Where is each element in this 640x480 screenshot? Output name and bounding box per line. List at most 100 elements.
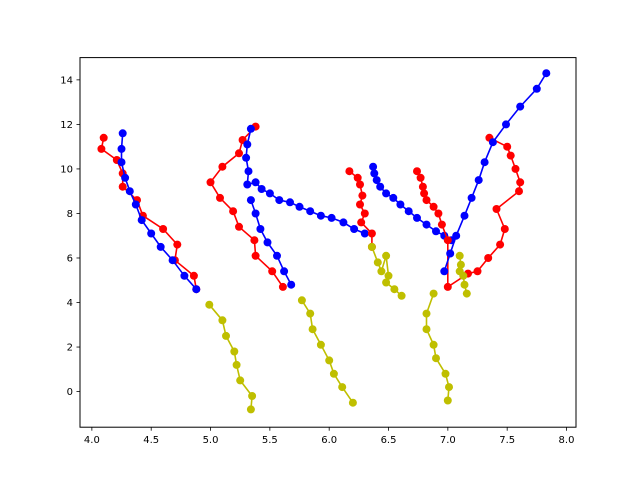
series-13-point-1 (422, 309, 431, 318)
series-11-point-8 (502, 120, 510, 129)
series-4-point-14 (339, 218, 348, 227)
series-10-point-13 (496, 240, 505, 249)
series-3-point-7 (235, 222, 243, 231)
x-tick-label: 5.0 (203, 435, 219, 446)
series-12-point-5 (462, 289, 471, 298)
series-10-point-3 (420, 189, 429, 198)
series-4-point-2 (242, 153, 251, 162)
series-10-point-5 (429, 202, 438, 211)
series-3-point-8 (250, 236, 259, 245)
series-2-point-4 (232, 360, 241, 369)
series-9-point-4 (384, 271, 393, 280)
series-1-point-7 (147, 229, 156, 238)
series-11-point-3 (460, 211, 469, 220)
series-0-point-0 (99, 133, 108, 142)
series-10-point-15 (492, 205, 501, 213)
series-5-point-6 (287, 280, 296, 289)
y-tick-label: 4 (67, 298, 73, 309)
series-10-point-8 (443, 236, 452, 245)
series-10-point-18 (511, 164, 520, 173)
series-7-point-7 (367, 229, 376, 238)
series-4-point-7 (265, 189, 274, 198)
series-9 (367, 242, 406, 300)
series-1-point-2 (117, 158, 126, 167)
series-7-point-0 (345, 167, 354, 176)
series-9-point-0 (367, 242, 376, 251)
x-axis: 4.0 4.5 5.0 5.5 6.0 6.5 7.0 7.5 8.0 (84, 427, 574, 446)
series-6-point-3 (316, 340, 325, 349)
series-11-point-10 (532, 84, 541, 93)
series-4-point-3 (244, 167, 253, 176)
series-9-point-3 (382, 251, 391, 260)
series-3-point-10 (268, 267, 277, 276)
series-3-point-2 (235, 149, 243, 158)
series-10-point-11 (473, 267, 482, 276)
series-1 (117, 129, 201, 294)
series-11-line (443, 72, 547, 272)
series-6-point-5 (329, 369, 338, 378)
series-12-point-0 (455, 251, 464, 260)
series-13-point-2 (422, 325, 431, 334)
series-3-point-5 (216, 193, 224, 202)
series-13 (422, 289, 453, 405)
series-11-point-4 (467, 193, 476, 202)
y-tick-label: 12 (60, 120, 73, 131)
series-4-point-12 (316, 211, 325, 220)
series-13-point-3 (429, 340, 438, 349)
series-7-point-6 (357, 218, 366, 227)
series-3-point-9 (251, 251, 260, 260)
series-7-point-3 (358, 191, 367, 200)
series-7-point-4 (356, 200, 364, 209)
series-0-point-10 (189, 271, 198, 280)
series-4-point-6 (257, 185, 266, 193)
series-4-point-0 (246, 124, 255, 133)
series-3-point-11 (278, 282, 287, 291)
series-1-point-8 (156, 242, 165, 251)
series-5-point-2 (256, 225, 265, 233)
x-tick-label: 7.0 (440, 435, 456, 446)
series-6-point-4 (325, 356, 334, 365)
series-1-point-4 (125, 187, 134, 196)
series-9-point-6 (390, 285, 399, 294)
plot-frame (79, 57, 577, 428)
series-10 (413, 133, 525, 291)
series-0 (97, 133, 201, 294)
series-2-point-7 (246, 405, 255, 414)
series-9-point-5 (382, 278, 391, 287)
series-0-point-1 (97, 144, 106, 153)
series-12 (455, 251, 471, 298)
y-tick-label: 6 (67, 253, 73, 264)
series-10-point-9 (443, 282, 452, 291)
series-11 (440, 69, 551, 276)
series-12-point-1 (456, 260, 465, 269)
series-12-point-3 (459, 271, 468, 280)
series-3-point-3 (218, 162, 227, 171)
series-8-point-2 (372, 176, 381, 185)
series-2-point-6 (248, 392, 257, 400)
series-13-point-4 (432, 354, 440, 363)
series-7-point-5 (360, 209, 369, 218)
series-13-point-5 (441, 369, 450, 378)
series-0-point-4 (118, 182, 127, 191)
series-10-point-2 (418, 182, 427, 191)
series-10-point-6 (434, 209, 443, 218)
series-3-point-6 (229, 207, 238, 216)
series-1-point-10 (180, 271, 189, 280)
series-9-point-2 (377, 267, 386, 276)
series-1-point-1 (117, 144, 126, 153)
series-6-point-2 (308, 325, 317, 334)
series-1-point-5 (131, 200, 140, 209)
series-13-line (425, 293, 450, 401)
series-2-point-0 (205, 300, 214, 309)
series-9-point-7 (397, 291, 406, 300)
series-8-point-7 (404, 207, 413, 216)
series-1-point-6 (137, 216, 146, 225)
series-7 (345, 167, 376, 251)
series-11-point-7 (488, 138, 497, 147)
series-8 (369, 162, 456, 245)
series-6-point-6 (338, 383, 347, 392)
y-tick-label: 8 (67, 209, 73, 220)
series-4-line (245, 128, 366, 235)
series-10-point-17 (516, 178, 525, 187)
